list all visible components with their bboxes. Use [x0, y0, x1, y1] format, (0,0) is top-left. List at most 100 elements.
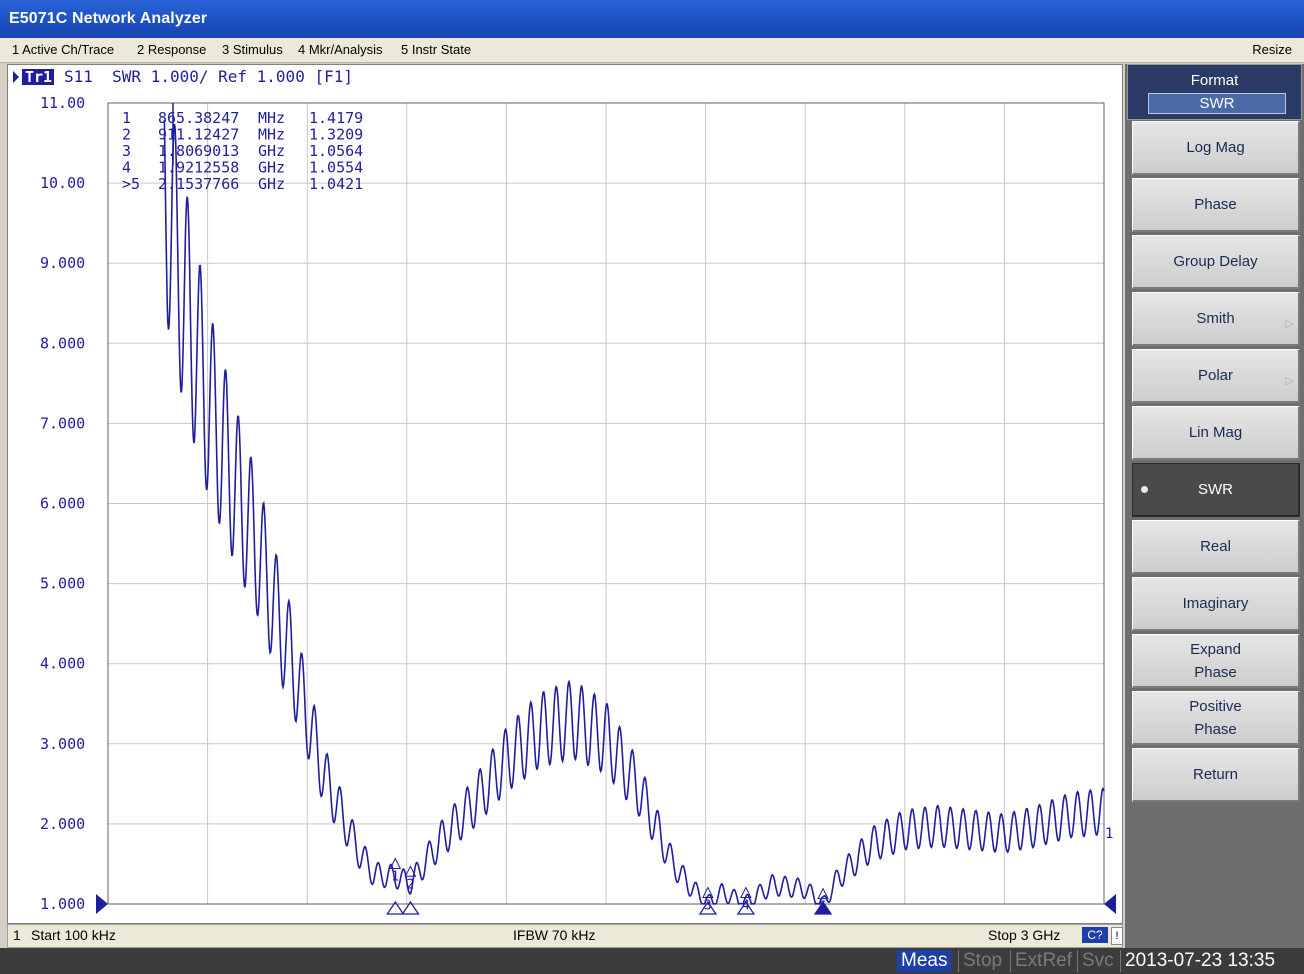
softkey-phase[interactable]: Phase [1132, 178, 1300, 232]
active-trace-arrow-icon [13, 71, 19, 83]
softkey-label: Lin Mag [1188, 424, 1243, 441]
marker-table-unit: MHz [258, 109, 285, 127]
menu-stimulus[interactable]: 3 Stimulus [222, 42, 283, 57]
warning-flag: ! [1111, 927, 1123, 945]
marker-5-icon [813, 900, 833, 915]
softkey-label: Positive Phase [1189, 695, 1242, 741]
softkey-label: Imaginary [1182, 595, 1249, 612]
softkey-label-line: Phase [1194, 720, 1237, 738]
menu-response[interactable]: 2 Response [137, 42, 207, 57]
menu-mkr-analysis[interactable]: 4 Mkr/Analysis [298, 42, 383, 57]
marker-table-freq: 1.8069013 [158, 142, 239, 160]
marker-3-trace-icon [702, 886, 714, 898]
softkey-log-mag[interactable]: Log Mag [1132, 121, 1300, 175]
trace-badge[interactable]: Tr1 [25, 68, 52, 86]
selected-dot-icon [1141, 486, 1148, 493]
marker-table-unit: GHz [258, 175, 285, 193]
softkey-imaginary[interactable]: Imaginary [1132, 577, 1300, 631]
menu-active-ch-trace[interactable]: 1 Active Ch/Trace [12, 42, 115, 57]
date-time: 2013-07-23 13:35 [1120, 950, 1279, 972]
trace-end-label: 1 [1105, 826, 1113, 842]
marker-4-icon [736, 900, 756, 915]
softkey-positive-phase[interactable]: Positive Phase [1132, 691, 1300, 745]
softkey-label: Real [1200, 538, 1231, 555]
y-tick-label: 4.000 [40, 655, 85, 673]
softkey-label: SWR [1198, 481, 1233, 498]
plot-border [107, 102, 1105, 905]
resize-button[interactable]: Resize [1252, 42, 1292, 57]
softkey-label-line: Expand [1190, 640, 1241, 658]
marker-2-trace-icon [404, 865, 417, 877]
marker-4-trace-icon [740, 886, 752, 899]
extref-indicator: ExtRef [1010, 950, 1076, 972]
marker-table-freq: 2.1537766 [158, 175, 239, 193]
softkey-group-delay[interactable]: Group Delay [1132, 235, 1300, 289]
marker-4-label: 4 [742, 899, 750, 914]
softkey-swr[interactable]: SWR [1132, 463, 1300, 517]
softkey-label: Return [1192, 766, 1239, 783]
marker-table-num: 4 [122, 159, 131, 177]
marker-2-label: 2 [406, 877, 414, 892]
softkey-lin-mag[interactable]: Lin Mag [1132, 406, 1300, 460]
softkey-label: Phase [1194, 196, 1237, 213]
y-tick-label: 10.00 [40, 174, 85, 192]
softkey-polar[interactable]: Polar ▷ [1132, 349, 1300, 403]
title-bar: E5071C Network Analyzer [0, 0, 1304, 38]
instrument-status-bar: Meas Stop ExtRef Svc 2013-07-23 13:35 [0, 948, 1304, 974]
softkey-label-line: Positive [1189, 697, 1242, 715]
trace-header: S11 SWR 1.000/ Ref 1.000 [F1] [64, 67, 353, 86]
y-axis-labels: 11.00 10.00 9.000 8.000 7.000 6.000 5.000 4.000… [40, 94, 85, 913]
y-tick-label: 3.000 [40, 735, 85, 753]
softkey-real[interactable]: Real [1132, 520, 1300, 574]
marker-1-icon [386, 900, 405, 915]
marker-table-freq: 1.9212558 [158, 159, 239, 177]
softkey-label: Polar [1197, 367, 1234, 384]
meas-indicator: Meas [897, 950, 952, 972]
ref-right-arrow-icon [1104, 894, 1116, 914]
ref-left-arrow-icon [96, 894, 108, 914]
window-title: E5071C Network Analyzer [9, 10, 208, 27]
channel-number: 1 [13, 927, 21, 943]
marker-table-num: 2 [122, 126, 131, 144]
softkey-label: Log Mag [1186, 139, 1245, 156]
y-tick-label: 2.000 [40, 815, 85, 833]
softkey-return[interactable]: Return [1132, 748, 1300, 802]
marker-table-freq: 911.12427 [158, 126, 239, 144]
trace-window[interactable]: Tr1 S11 SWR 1.000/ Ref 1.000 [F1] 11.00 1… [7, 64, 1123, 924]
marker-5-label: 5 [819, 900, 827, 915]
ifbw[interactable]: IFBW 70 kHz [513, 927, 596, 943]
channel-status-bar: 1 Start 100 kHz IFBW 70 kHz Stop 3 GHz C… [7, 924, 1123, 948]
y-tick-label: 7.000 [40, 414, 85, 432]
format-current-value: SWR [1148, 93, 1286, 114]
marker-table-num: 1 [122, 109, 131, 127]
markers: 12 3 4 5 [386, 857, 833, 915]
y-tick-label: 8.000 [40, 334, 85, 352]
softkey-menu-title: Format SWR [1127, 64, 1302, 120]
softkey-label: Group Delay [1173, 253, 1258, 270]
marker-1-trace-icon [389, 857, 402, 870]
y-tick-label: 9.000 [40, 254, 85, 272]
start-frequency[interactable]: Start 100 kHz [31, 927, 116, 943]
marker-table: 1 865.38247 MHz 1.4179 2 911.12427 MHz 1.3209 3 1… [122, 103, 363, 193]
menu-instr-state[interactable]: 5 Instr State [401, 42, 472, 57]
softkey-label: Expand Phase [1190, 638, 1241, 684]
marker-2-icon [401, 900, 420, 915]
marker-table-unit: GHz [258, 142, 285, 160]
y-tick-label: 1.000 [40, 895, 85, 913]
stop-frequency[interactable]: Stop 3 GHz [988, 927, 1061, 943]
grid [108, 103, 1104, 904]
trace-line [163, 119, 1105, 906]
submenu-arrow-icon: ▷ [1285, 375, 1294, 387]
menu-bar: 1 Active Ch/Trace 2 Response 3 Stimulus … [0, 38, 1304, 63]
softkey-label: Smith [1196, 310, 1235, 327]
stop-indicator: Stop [958, 950, 1006, 972]
format-title: Format [1190, 72, 1239, 89]
marker-table-value: 1.3209 [309, 126, 363, 144]
marker-3-label: 3 [704, 898, 712, 913]
softkey-smith[interactable]: Smith ▷ [1132, 292, 1300, 346]
cal-status-badge: C? [1082, 927, 1108, 943]
submenu-arrow-icon: ▷ [1285, 318, 1294, 330]
softkey-expand-phase[interactable]: Expand Phase [1132, 634, 1300, 688]
trace-badge-bg [22, 69, 54, 85]
svc-indicator: Svc [1077, 950, 1118, 972]
